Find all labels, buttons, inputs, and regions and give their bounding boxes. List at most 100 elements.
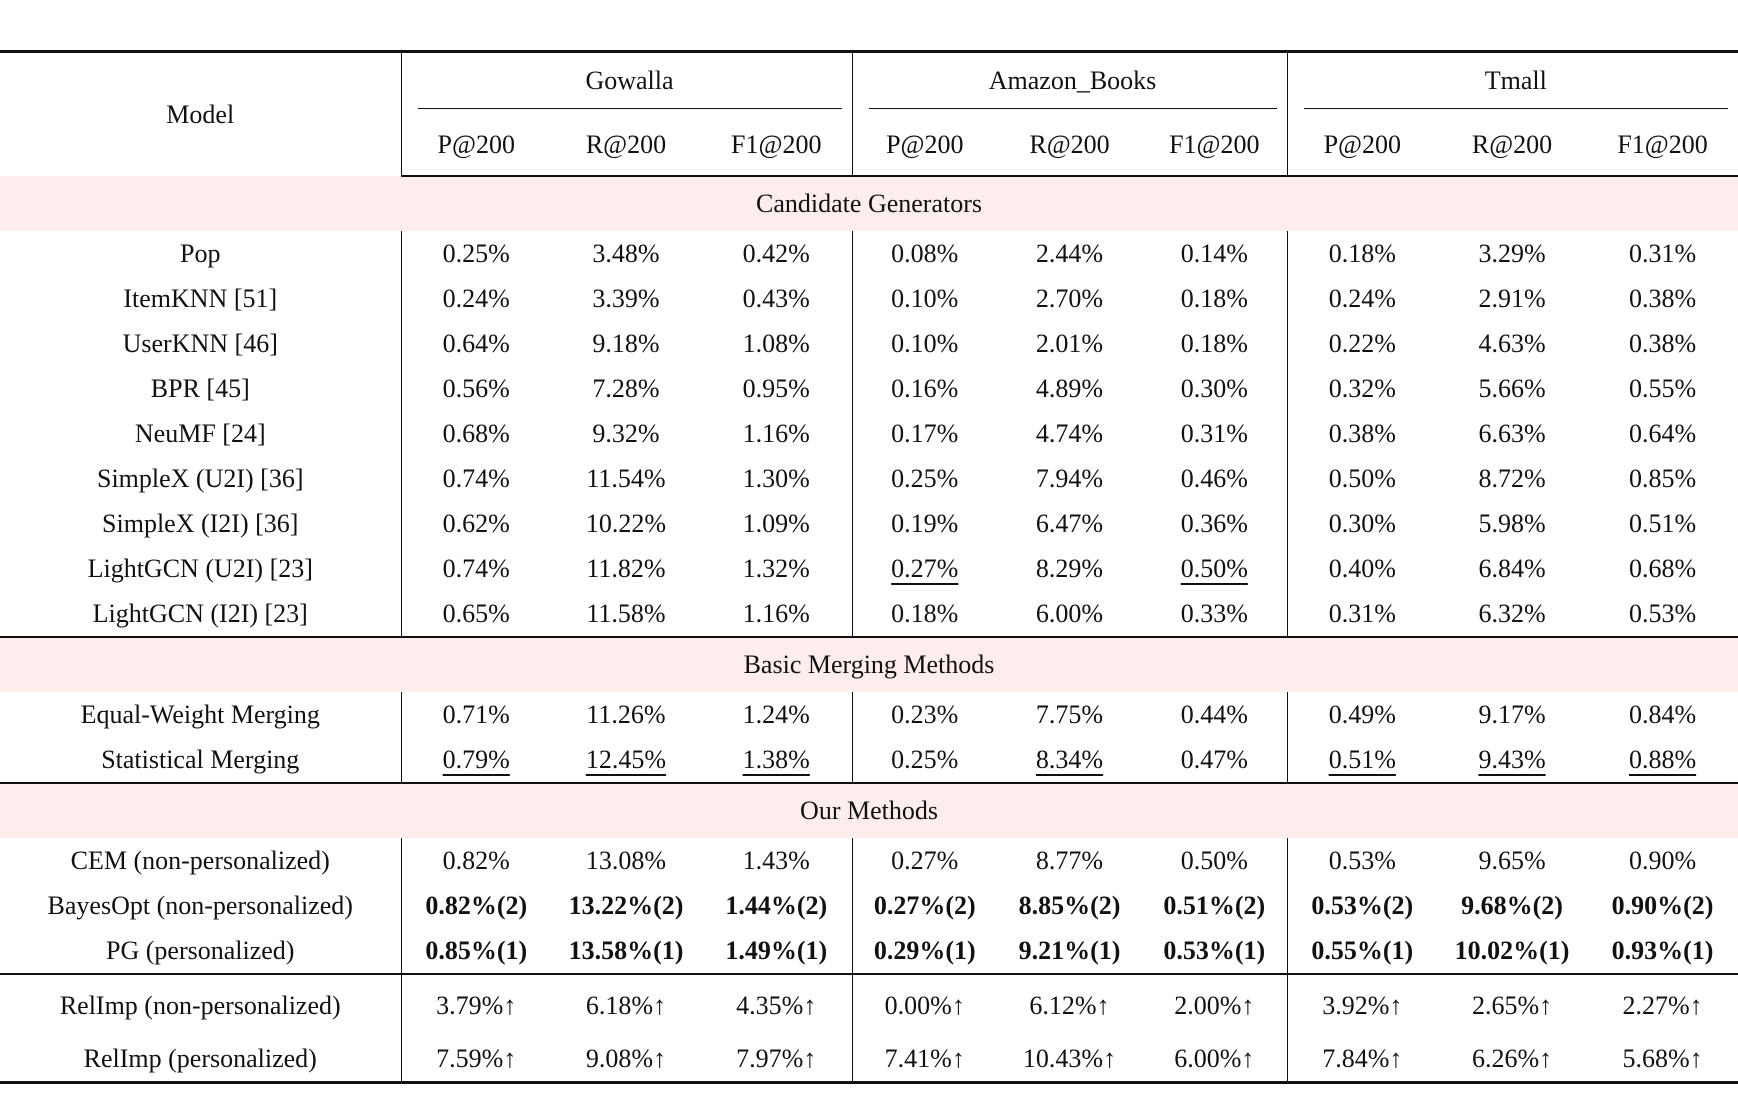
metric-cell: 0.82%(2): [401, 883, 551, 928]
metric-value: 10.22%: [585, 508, 667, 538]
metric-value: 0.93%(1): [1611, 935, 1714, 965]
metric-cell: 6.18%↑: [551, 973, 701, 1028]
metric-cell: 0.18%: [1287, 231, 1437, 276]
metric-cell: 9.21%(1): [997, 928, 1142, 974]
metric-cell: 1.09%: [701, 501, 853, 546]
metric-value: 0.53%: [1328, 845, 1396, 875]
metric-cell: 0.50%: [1142, 838, 1288, 883]
data-row: Equal-Weight Merging 0.71% 11.26% 1.24% 0.23…: [0, 692, 1738, 737]
metric-cell: 2.70%: [997, 276, 1142, 321]
metric-value: 0.25%: [891, 463, 959, 493]
metric-value: 0.08%: [891, 238, 959, 268]
metric-cell: 0.90%(2): [1587, 883, 1738, 928]
metric-value: 1.32%: [742, 553, 810, 583]
metric-value: 0.90%: [1628, 845, 1697, 875]
header-row: P@200 R@200 F1@200 P@200 R@200 F1@200 P@200 R@2…: [0, 115, 1738, 177]
metric-header: P@200: [1287, 115, 1438, 177]
metric-value: 0.82%: [442, 845, 510, 875]
metric-cell: 7.41%↑: [852, 1028, 997, 1083]
metric-value: 7.41%↑: [884, 1043, 965, 1073]
metric-value: 4.63%: [1478, 328, 1546, 358]
metric-cell: 0.00%↑: [852, 973, 998, 1028]
metric-value: 0.55%(1): [1311, 935, 1414, 965]
metric-cell: 6.00%: [997, 591, 1142, 637]
metric-value: 12.45%: [585, 744, 667, 774]
metric-value: 0.25%: [891, 744, 959, 774]
metric-cell: 0.18%: [852, 591, 997, 637]
metric-cell: 3.79%↑: [401, 973, 551, 1028]
metric-cell: 4.63%: [1437, 321, 1587, 366]
metric-cell: 3.92%↑: [1287, 973, 1438, 1028]
metric-value: 1.08%: [742, 328, 810, 358]
section-title: Our Methods: [0, 782, 1738, 838]
metric-header: F1@200: [701, 115, 853, 177]
metric-cell: 0.51%: [1287, 737, 1437, 783]
metric-value: 0.44%: [1180, 699, 1248, 729]
metric-cell: 0.53%(2): [1287, 883, 1437, 928]
data-row: ItemKNN [51] 0.24% 3.39% 0.43% 0.10% 2.70% 0.1…: [0, 276, 1738, 321]
metric-value: 1.24%: [742, 699, 810, 729]
metric-value: 0.31%: [1180, 418, 1248, 448]
results-table: Model Gowalla Amazon_Books Tmall P@200 R@200 F…: [0, 50, 1738, 1084]
metric-value: 1.16%: [742, 418, 810, 448]
metric-cell: 0.40%: [1287, 546, 1437, 591]
metric-cell: 9.32%: [551, 411, 701, 456]
data-row: UserKNN [46] 0.64% 9.18% 1.08% 0.10% 2.01% 0.1…: [0, 321, 1738, 366]
metric-value: 9.08%↑: [585, 1043, 667, 1073]
metric-value: 1.09%: [742, 508, 810, 538]
metric-cell: 3.48%: [551, 231, 701, 276]
metric-cell: 0.16%: [852, 366, 997, 411]
metric-cell: 1.32%: [701, 546, 853, 591]
metric-cell: 2.44%: [997, 231, 1142, 276]
metric-cell: 1.43%: [701, 838, 853, 883]
metric-cell: 0.43%: [701, 276, 853, 321]
metric-header: F1@200: [1142, 115, 1288, 177]
metric-cell: 6.12%↑: [997, 973, 1143, 1028]
metric-value: 0.43%: [742, 283, 810, 313]
model-name: NeuMF [24]: [0, 411, 402, 456]
metric-value: 1.44%(2): [725, 890, 828, 920]
metric-value: 0.24%: [442, 283, 510, 313]
metric-value: 9.65%: [1478, 845, 1546, 875]
metric-cell: 0.18%: [1142, 276, 1288, 321]
metric-value: 11.82%: [586, 553, 666, 583]
metric-value: 0.40%: [1328, 553, 1396, 583]
metric-cell: 0.95%: [701, 366, 853, 411]
metric-value: 0.74%: [442, 463, 510, 493]
metric-value: 13.08%: [585, 845, 667, 875]
metric-value: 0.18%: [1180, 283, 1248, 313]
metric-cell: 10.43%↑: [997, 1028, 1142, 1083]
metric-cell: 11.26%: [551, 692, 701, 737]
metric-value: 0.42%: [742, 238, 810, 268]
metric-value: 0.88%: [1628, 744, 1697, 774]
metric-cell: 0.50%: [1142, 546, 1288, 591]
metric-value: 0.71%: [442, 699, 510, 729]
metric-cell: 7.28%: [551, 366, 701, 411]
section-row: Our Methods: [0, 782, 1738, 838]
header-row: Model Gowalla Amazon_Books Tmall: [0, 51, 1738, 176]
metric-cell: 5.66%: [1437, 366, 1587, 411]
metric-cell: 0.74%: [401, 546, 551, 591]
metric-cell: 3.39%: [551, 276, 701, 321]
metric-value: 0.74%: [442, 553, 510, 583]
metric-value: 0.38%: [1628, 328, 1697, 358]
metric-value: 2.44%: [1035, 238, 1104, 268]
metric-cell: 2.27%↑: [1587, 973, 1738, 1028]
metric-value: 4.74%: [1035, 418, 1104, 448]
metric-value: 0.14%: [1180, 238, 1248, 268]
metric-value: 0.64%: [442, 328, 510, 358]
group-header-cell: Amazon_Books: [852, 51, 1288, 115]
metric-value: 8.34%: [1035, 744, 1104, 774]
group-header: Amazon_Books: [868, 60, 1277, 109]
metric-value: 5.98%: [1478, 508, 1546, 538]
metric-cell: 9.65%: [1437, 838, 1587, 883]
metric-cell: 1.49%(1): [701, 928, 853, 974]
metric-cell: 1.38%: [701, 737, 853, 783]
metric-cell: 0.27%(2): [852, 883, 997, 928]
metric-value: 6.32%: [1478, 598, 1546, 628]
metric-value: 0.32%: [1328, 373, 1396, 403]
metric-cell: 0.31%: [1287, 591, 1437, 637]
metric-cell: 0.44%: [1142, 692, 1288, 737]
metric-value: 6.47%: [1035, 508, 1104, 538]
metric-cell: 3.29%: [1437, 231, 1587, 276]
